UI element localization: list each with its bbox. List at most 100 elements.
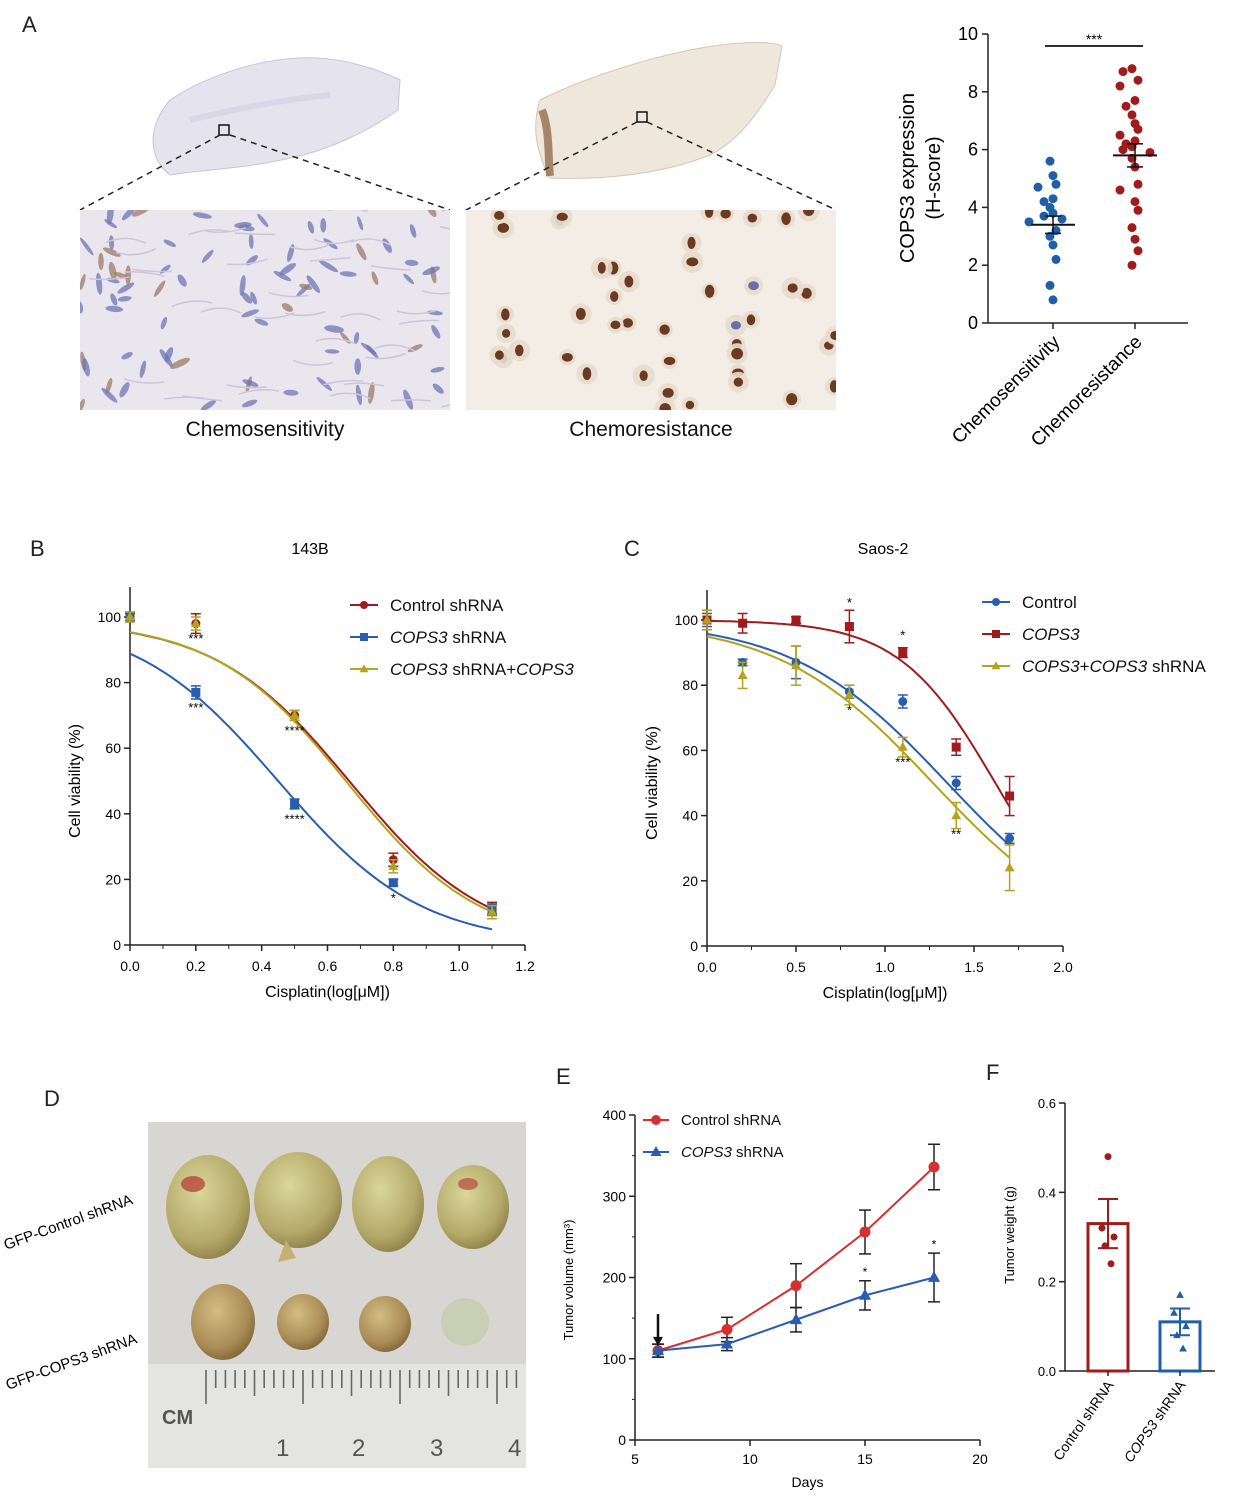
stained-nucleus: [685, 400, 695, 410]
nucleus: [200, 399, 217, 410]
legend-label: COPS3+COPS3 shRNA: [1022, 657, 1206, 676]
data-point: [1127, 223, 1137, 233]
y-tick-label: 100: [675, 612, 699, 628]
data-point: [125, 611, 135, 621]
nucleus: [153, 280, 166, 297]
x-category-label: Control shRNA: [1050, 1377, 1117, 1463]
stained-nucleus: [787, 283, 798, 293]
nucleus: [367, 382, 375, 404]
nucleus: [104, 219, 118, 229]
data-point: [1182, 1322, 1190, 1330]
data-point: [1110, 1233, 1118, 1241]
y-tick-label: 10: [958, 24, 978, 44]
nucleus: [281, 303, 293, 312]
data-point: [190, 618, 201, 628]
data-point: [1170, 1308, 1178, 1316]
data-point: [737, 670, 748, 680]
fit-curve: [706, 632, 1011, 847]
fiber: [310, 256, 351, 262]
stained-nucleus: [781, 212, 791, 226]
data-point: [1130, 197, 1140, 207]
nucleus: [356, 243, 367, 261]
fiber: [289, 243, 330, 251]
nucleus: [170, 357, 190, 369]
data-point: [651, 1344, 665, 1356]
stained-nucleus: [610, 320, 621, 330]
x-tick-label: 0.0: [697, 959, 717, 975]
nucleus: [242, 379, 259, 387]
data-point: [1048, 171, 1058, 181]
data-point: [844, 622, 854, 632]
nucleus: [132, 210, 152, 217]
ruler-unit: CM: [162, 1407, 193, 1429]
label-chemosensitivity: Chemosensitivity: [185, 418, 345, 441]
nucleus: [353, 332, 360, 345]
fiber: [292, 359, 334, 366]
nucleus: [125, 265, 131, 285]
fiber: [439, 225, 450, 230]
fiber: [370, 265, 411, 271]
stained-nucleus: [786, 393, 798, 406]
fiber: [441, 404, 450, 408]
nucleus: [371, 271, 379, 286]
tumor-control-4: [437, 1165, 509, 1249]
x-tick-label: 1.0: [875, 959, 895, 975]
nucleus: [98, 252, 104, 271]
nucleus: [234, 222, 252, 229]
nucleus: [101, 387, 118, 403]
data-point: [1051, 179, 1061, 189]
x-tick-label: 2.0: [1053, 959, 1073, 975]
fiber: [227, 258, 268, 266]
fiber: [205, 227, 247, 234]
data-point: [858, 1288, 872, 1300]
y-tick-label: 40: [682, 808, 698, 824]
data-point: [1127, 64, 1137, 74]
data-point: [1176, 1290, 1184, 1298]
fiber: [315, 337, 356, 345]
x-axis-label: Cisplatin(log[μM]): [823, 985, 948, 1002]
fiber: [238, 389, 280, 395]
nucleus: [403, 273, 415, 285]
data-point: [1133, 124, 1143, 134]
stained-nucleus: [610, 291, 619, 302]
nucleus: [108, 261, 117, 281]
legend-label: COPS3 shRNA: [681, 1144, 784, 1161]
chart-e-tumor-volume: 0 100 200 300 400 5 10 15 20 Days Tumor volume (mm…: [561, 1107, 988, 1490]
data-point: [844, 689, 855, 699]
significance-annotation: *: [900, 628, 905, 643]
data-point: [487, 906, 498, 916]
fiber: [201, 307, 242, 314]
data-point: [702, 614, 712, 624]
tumor-photo-drawing: CM 1 2 3 4: [148, 1152, 526, 1468]
data-point: [388, 860, 399, 870]
data-point: [898, 697, 908, 706]
legend-marker: [650, 1146, 662, 1156]
stained-nucleus: [662, 388, 674, 398]
nucleus: [117, 296, 132, 302]
stained-nucleus: [501, 308, 510, 321]
data-point: [1039, 197, 1049, 207]
nucleus: [121, 210, 138, 221]
fiber: [123, 378, 165, 384]
stained-nucleus: [730, 320, 742, 330]
data-point: [1045, 156, 1055, 166]
nucleus: [426, 210, 437, 217]
data-point: [790, 1280, 802, 1292]
nucleus: [339, 331, 351, 344]
y-tick-label: 300: [603, 1188, 627, 1204]
fit-curve: [706, 635, 1011, 859]
fiber: [396, 309, 438, 315]
panel-letter-b: B: [30, 536, 45, 561]
data-point: [1115, 185, 1125, 195]
legend-marker: [359, 664, 369, 673]
y-tick-label: 0.4: [1038, 1185, 1056, 1200]
nucleus: [250, 291, 258, 305]
tumor-cops3-4: [441, 1298, 489, 1346]
significance-annotation: *: [847, 595, 852, 610]
legend-marker: [992, 630, 1000, 638]
nucleus: [306, 275, 321, 293]
nucleus: [409, 224, 417, 238]
data-point: [1127, 110, 1137, 120]
nucleus: [241, 309, 260, 318]
